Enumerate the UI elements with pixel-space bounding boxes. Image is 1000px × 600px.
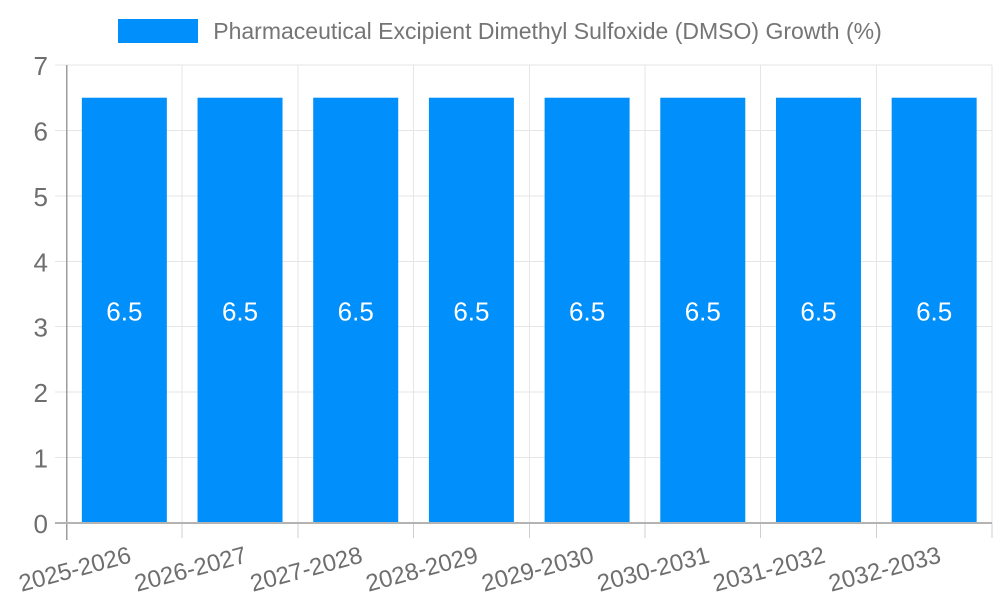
chart-legend-item[interactable]: Pharmaceutical Excipient Dimethyl Sulfox… <box>0 18 1000 44</box>
bar-value-label: 6.5 <box>222 296 258 326</box>
bar[interactable] <box>197 97 283 523</box>
y-axis-label: 4 <box>34 247 48 277</box>
bar[interactable] <box>81 97 167 523</box>
bar-value-label: 6.5 <box>453 296 489 326</box>
bar-value-label: 6.5 <box>916 296 952 326</box>
bar[interactable] <box>891 97 977 523</box>
legend-swatch-icon <box>118 19 199 43</box>
x-axis-label: 2029-2030 <box>479 542 597 598</box>
y-axis-label: 6 <box>34 116 48 146</box>
x-axis-label: 2026-2027 <box>132 542 250 598</box>
y-axis-label: 5 <box>34 182 48 212</box>
x-axis-label: 2025-2026 <box>16 542 134 598</box>
bar[interactable] <box>775 97 861 523</box>
bar-value-label: 6.5 <box>338 296 374 326</box>
bar[interactable] <box>428 97 514 523</box>
y-axis-label: 0 <box>34 509 48 539</box>
bar-value-label: 6.5 <box>106 296 142 326</box>
x-axis-label: 2030-2031 <box>594 542 712 598</box>
y-axis-label: 7 <box>34 51 48 81</box>
x-axis-label: 2032-2033 <box>826 542 944 598</box>
bar-value-label: 6.5 <box>800 296 836 326</box>
y-axis-label: 1 <box>34 444 48 474</box>
x-axis-label: 2028-2029 <box>363 542 481 598</box>
x-axis-label: 2031-2032 <box>710 542 828 598</box>
y-axis-label: 2 <box>34 378 48 408</box>
bar-value-label: 6.5 <box>685 296 721 326</box>
bar-value-label: 6.5 <box>569 296 605 326</box>
y-axis-label: 3 <box>34 313 48 343</box>
bar[interactable] <box>313 97 399 523</box>
legend-label: Pharmaceutical Excipient Dimethyl Sulfox… <box>213 18 882 44</box>
bar[interactable] <box>544 97 630 523</box>
bar[interactable] <box>660 97 746 523</box>
x-axis-label: 2027-2028 <box>247 542 365 598</box>
